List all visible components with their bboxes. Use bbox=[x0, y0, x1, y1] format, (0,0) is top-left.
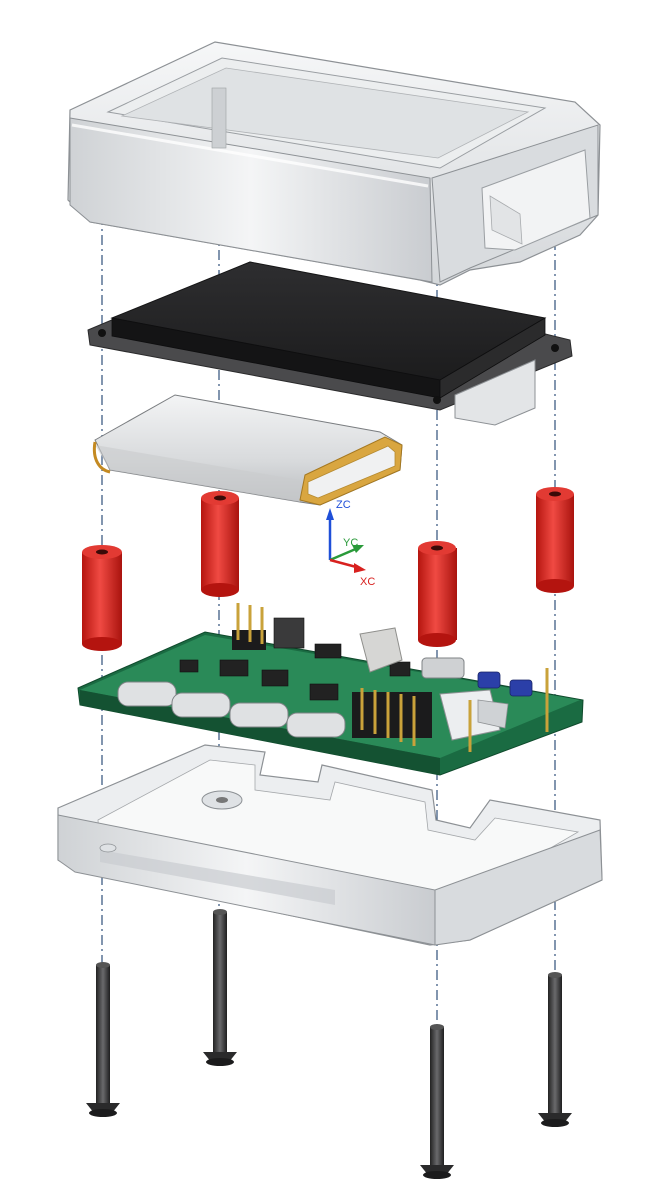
display-module bbox=[87, 261, 573, 426]
pin-header-front bbox=[352, 688, 432, 746]
screw-1 bbox=[86, 962, 120, 1117]
x-axis-label: XC bbox=[360, 576, 375, 588]
mounting-screws bbox=[86, 909, 572, 1179]
tact-button-1 bbox=[477, 671, 501, 689]
mount-hole bbox=[99, 843, 117, 853]
standoff-3 bbox=[418, 541, 457, 647]
usb-c-connectors bbox=[117, 681, 346, 738]
z-axis-label: ZC bbox=[336, 499, 351, 511]
y-axis-label: YC bbox=[343, 537, 358, 549]
jst-connector bbox=[359, 627, 403, 673]
standoff-1 bbox=[82, 545, 122, 651]
ic-chips bbox=[179, 643, 411, 701]
standoff-4 bbox=[536, 487, 574, 593]
screw-2 bbox=[203, 909, 237, 1066]
top-enclosure bbox=[67, 41, 601, 286]
coordinate-triad: ZC YC XC bbox=[326, 499, 375, 588]
micro-usb-port bbox=[421, 657, 465, 679]
battery-pack bbox=[92, 394, 403, 506]
screw-4 bbox=[538, 972, 572, 1127]
screw-3 bbox=[420, 1024, 454, 1179]
main-pcb bbox=[77, 603, 584, 776]
y-axis-arrow bbox=[329, 546, 359, 562]
bottom-enclosure bbox=[57, 744, 603, 946]
standoff-spacers bbox=[82, 487, 574, 651]
pin-header-back bbox=[232, 603, 305, 650]
standoff-2 bbox=[201, 491, 239, 597]
tact-button-2 bbox=[509, 679, 533, 697]
